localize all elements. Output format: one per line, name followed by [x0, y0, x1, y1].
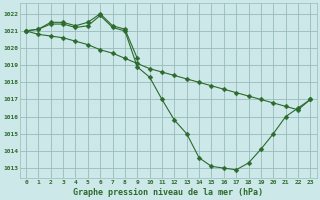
X-axis label: Graphe pression niveau de la mer (hPa): Graphe pression niveau de la mer (hPa)	[73, 188, 263, 197]
